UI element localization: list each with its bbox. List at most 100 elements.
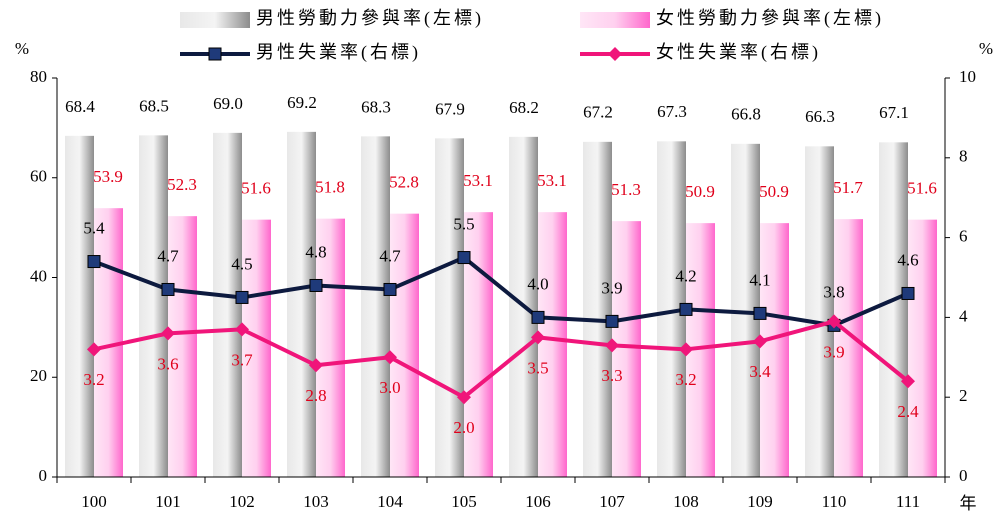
- y-tick-label: 80: [30, 67, 47, 86]
- marker: [235, 290, 249, 304]
- y-tick-label: 0: [39, 466, 48, 485]
- bar: [316, 218, 345, 477]
- marker: [457, 251, 471, 265]
- data-label: 3.0: [379, 378, 400, 397]
- y-axis-label: %: [15, 39, 29, 58]
- bar: [538, 212, 567, 477]
- bar: [390, 213, 419, 477]
- marker: [383, 350, 397, 365]
- data-label: 5.4: [83, 218, 105, 237]
- legend-label: 女性勞動力參與率(左標): [656, 8, 884, 29]
- data-label: 4.7: [379, 246, 401, 265]
- x-tick-label: 111: [896, 492, 920, 511]
- data-label: 4.0: [527, 274, 548, 293]
- marker: [383, 282, 397, 296]
- data-label: 3.8: [823, 282, 844, 301]
- data-label: 4.2: [675, 266, 696, 285]
- data-label: 3.3: [601, 366, 622, 385]
- data-label: 2.4: [897, 402, 919, 421]
- line: [93, 255, 909, 328]
- bar: [361, 136, 390, 477]
- data-label: 3.9: [823, 342, 844, 361]
- x-tick-label: 103: [303, 492, 329, 511]
- data-label: 68.5: [139, 96, 169, 115]
- bar: [760, 223, 789, 477]
- y2-tick-label: 6: [959, 227, 968, 246]
- x-tick-label: 104: [377, 492, 403, 511]
- legend-label: 男性失業率(右標): [256, 42, 421, 63]
- data-label: 67.2: [583, 103, 613, 122]
- data-label: 4.6: [897, 250, 918, 269]
- data-label: 51.6: [907, 179, 937, 198]
- x-tick-label: 108: [673, 492, 699, 511]
- marker: [531, 310, 545, 324]
- data-label: 3.4: [749, 362, 771, 381]
- y2-tick-label: 10: [959, 67, 976, 86]
- data-label: 51.3: [611, 180, 641, 199]
- marker: [87, 342, 101, 357]
- data-label: 67.9: [435, 99, 465, 118]
- line: [93, 319, 910, 400]
- data-label: 67.3: [657, 102, 687, 121]
- bar: [435, 138, 464, 477]
- data-label: 4.1: [749, 270, 770, 289]
- data-label: 3.6: [157, 354, 178, 373]
- data-label: 68.2: [509, 98, 539, 117]
- marker: [679, 342, 693, 357]
- marker: [531, 330, 545, 345]
- marker: [235, 322, 249, 337]
- y2-tick-label: 0: [959, 466, 968, 485]
- marker: [827, 314, 841, 329]
- data-label: 4.8: [305, 242, 326, 261]
- legend-swatch: [180, 12, 250, 28]
- x-tick-label: 107: [599, 492, 625, 511]
- legend-label: 男性勞動力參與率(左標): [256, 8, 484, 29]
- marker: [901, 286, 915, 300]
- data-label: 50.9: [685, 182, 715, 201]
- y2-tick-label: 4: [959, 306, 968, 325]
- x-tick-label: 101: [155, 492, 181, 511]
- x-tick-label: 102: [229, 492, 255, 511]
- bar: [879, 142, 908, 477]
- marker: [901, 374, 915, 389]
- bar: [834, 219, 863, 478]
- x-tick-label: 105: [451, 492, 477, 511]
- data-label: 53.9: [93, 167, 123, 186]
- x-axis-label: 年: [960, 494, 977, 513]
- bar: [583, 141, 612, 477]
- data-label: 69.0: [213, 94, 243, 113]
- data-label: 66.8: [731, 105, 761, 124]
- bar: [908, 219, 937, 477]
- data-label: 51.6: [241, 179, 271, 198]
- legend-swatch: [580, 12, 650, 28]
- marker: [309, 278, 323, 292]
- data-label: 3.2: [83, 370, 104, 389]
- marker: [605, 314, 619, 328]
- marker: [161, 326, 175, 341]
- bar: [287, 131, 316, 478]
- data-label: 68.4: [65, 97, 95, 116]
- data-label: 50.9: [759, 182, 789, 201]
- data-label: 51.7: [833, 178, 863, 197]
- data-label: 5.5: [453, 214, 474, 233]
- legend-marker: [208, 47, 222, 61]
- data-label: 52.8: [389, 173, 419, 192]
- bar: [242, 219, 271, 477]
- marker: [87, 255, 101, 269]
- bar: [139, 135, 168, 477]
- data-label: 4.7: [157, 246, 179, 265]
- legend-label: 女性失業率(右標): [656, 42, 821, 63]
- data-label: 53.1: [537, 171, 567, 190]
- bar: [65, 135, 94, 478]
- y2-tick-label: 2: [959, 386, 968, 405]
- y-tick-label: 60: [30, 167, 47, 186]
- y2-tick-label: 8: [959, 147, 968, 166]
- bar: [213, 132, 242, 478]
- marker: [161, 282, 175, 296]
- data-label: 4.5: [231, 254, 252, 273]
- y2-axis-label: %: [979, 39, 993, 58]
- data-label: 3.2: [675, 370, 696, 389]
- data-label: 3.7: [231, 350, 253, 369]
- x-tick-label: 106: [525, 492, 551, 511]
- data-label: 67.1: [879, 103, 909, 122]
